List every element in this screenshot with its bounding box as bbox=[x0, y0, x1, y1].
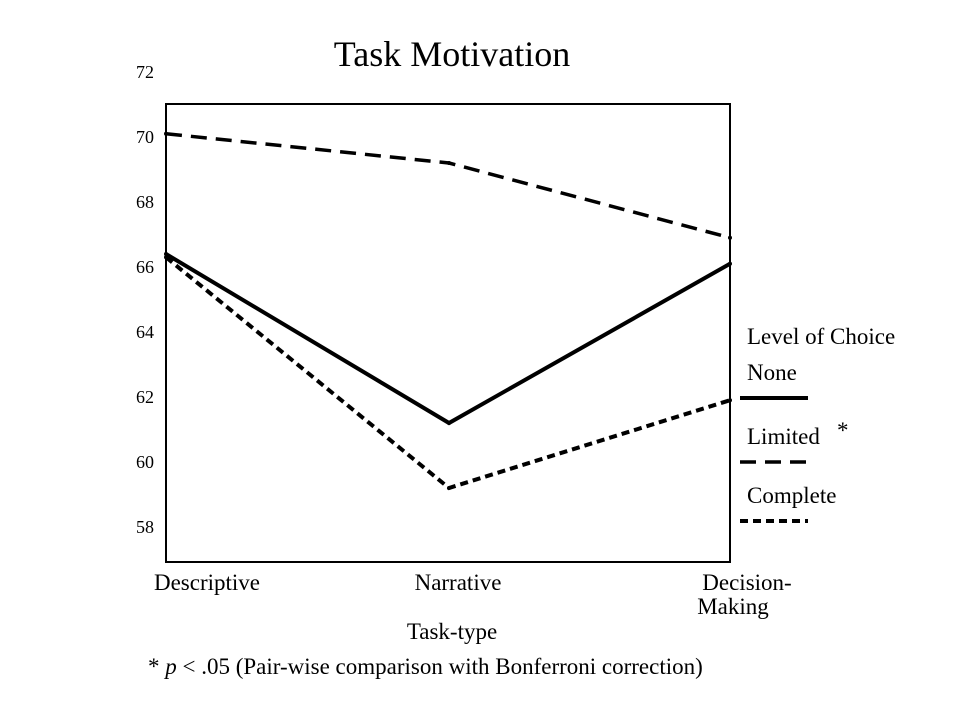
plot-frame bbox=[165, 103, 731, 563]
series-line-complete bbox=[164, 255, 731, 491]
x-tick-label: Descriptive bbox=[154, 570, 260, 595]
data-point-none bbox=[728, 261, 732, 266]
legend-significance-marker: * bbox=[837, 418, 849, 443]
data-point-limited bbox=[447, 161, 451, 165]
data-point-limited bbox=[728, 235, 732, 240]
x-axis-label: Task-type bbox=[407, 619, 497, 644]
series-layer bbox=[164, 131, 732, 491]
data-point-none bbox=[164, 252, 168, 256]
x-axis-ticks: Descriptive Narrative Decision-Making bbox=[154, 570, 792, 619]
note-prefix: * bbox=[148, 654, 165, 679]
x-tick-label: Decision-Making bbox=[697, 570, 791, 619]
x-tick-label: Narrative bbox=[415, 570, 502, 595]
data-point-complete bbox=[164, 255, 168, 260]
legend-label-complete: Complete bbox=[747, 483, 836, 508]
series-line-limited bbox=[165, 132, 731, 240]
data-point-limited bbox=[164, 131, 168, 136]
y-tick-label: 58 bbox=[136, 517, 154, 537]
data-point-complete bbox=[728, 398, 732, 403]
legend-label-none: None bbox=[747, 360, 797, 385]
data-point-complete bbox=[447, 486, 451, 490]
note-p-italic: p bbox=[163, 654, 177, 679]
chart-title: Task Motivation bbox=[334, 34, 570, 74]
series-line-none bbox=[164, 252, 731, 426]
y-tick-label: 72 bbox=[136, 62, 154, 82]
legend-label-limited: Limited bbox=[747, 424, 820, 449]
y-axis-ticks: 72 70 68 66 64 62 60 58 bbox=[136, 62, 154, 537]
significance-note: * p < .05 (Pair-wise comparison with Bon… bbox=[148, 654, 703, 679]
y-tick-label: 64 bbox=[136, 322, 154, 342]
y-tick-label: 68 bbox=[136, 192, 154, 212]
y-tick-label: 66 bbox=[136, 257, 154, 277]
y-tick-label: 70 bbox=[136, 127, 154, 147]
y-tick-label: 60 bbox=[136, 452, 154, 472]
y-tick-label: 62 bbox=[136, 387, 154, 407]
legend: Level of Choice None Limited * Complete bbox=[740, 324, 895, 523]
legend-title: Level of Choice bbox=[747, 324, 895, 349]
data-point-none bbox=[447, 421, 451, 425]
note-text: < .05 (Pair-wise comparison with Bonferr… bbox=[177, 654, 703, 679]
